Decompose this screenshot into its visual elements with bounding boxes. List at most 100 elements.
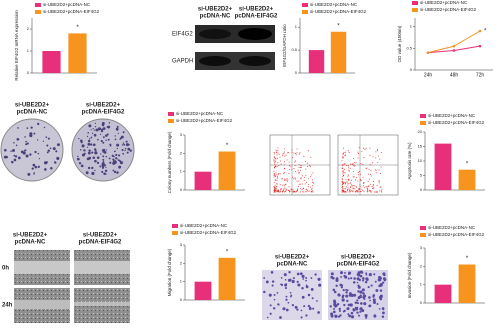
colony: [113, 170, 117, 174]
colony: [25, 140, 27, 143]
legend-swatch: [412, 8, 418, 12]
event: [347, 175, 349, 177]
event: [342, 153, 344, 155]
significance: *: [484, 29, 487, 35]
colony: [29, 153, 32, 156]
colony: [77, 155, 79, 158]
event: [341, 186, 343, 188]
event: [346, 181, 348, 183]
event: [279, 184, 281, 186]
bar: [42, 51, 61, 73]
event: [342, 169, 344, 171]
event: [274, 166, 276, 168]
event: [357, 174, 359, 176]
colony: [17, 127, 19, 129]
event: [343, 181, 345, 183]
event: [372, 156, 374, 158]
event: [309, 190, 311, 192]
event: [376, 172, 378, 174]
event: [274, 176, 276, 178]
cell: [350, 311, 354, 315]
legend-label: si-UBE2D2+pcDNA-NC: [420, 0, 468, 5]
cell: [330, 275, 334, 279]
event: [273, 156, 275, 158]
event: [283, 178, 285, 180]
event: [304, 160, 306, 162]
colony: [102, 158, 105, 161]
cell: [361, 309, 365, 313]
column-label: si-UBE2D2+: [86, 103, 121, 109]
colony: [105, 139, 107, 141]
event: [380, 186, 382, 188]
event: [288, 189, 290, 191]
event: [348, 188, 350, 190]
cell: [357, 285, 361, 289]
legend-swatch: [420, 226, 426, 230]
event: [275, 149, 277, 151]
x-tick-label: 24h: [424, 72, 433, 78]
event: [293, 152, 295, 154]
event: [310, 176, 312, 178]
event: [277, 149, 279, 151]
event: [296, 190, 298, 192]
event: [353, 175, 355, 177]
event: [343, 163, 345, 165]
colony: [107, 138, 110, 141]
y-tick-label: 3: [180, 242, 183, 247]
cell: [263, 277, 266, 279]
event: [288, 165, 290, 167]
colony: [49, 147, 52, 150]
cell: [369, 299, 371, 302]
cell: [339, 283, 343, 287]
cell: [373, 273, 376, 276]
cell: [350, 315, 355, 319]
cell: [339, 271, 343, 275]
colony: [93, 129, 96, 131]
cell: [335, 284, 338, 288]
cell: [342, 289, 345, 292]
event: [299, 188, 301, 190]
colony: [52, 147, 56, 151]
colony: [95, 128, 99, 132]
legend-label: si-UBE2D2+pcDNA-NC: [43, 2, 91, 7]
colony: [102, 160, 105, 163]
significance: *: [337, 23, 340, 29]
legend-swatch: [420, 114, 426, 118]
event: [342, 182, 344, 184]
cell: [342, 294, 345, 297]
event: [356, 191, 358, 193]
event: [371, 187, 373, 189]
event: [347, 179, 349, 181]
significance: *: [226, 249, 229, 255]
event: [276, 183, 278, 185]
cell: [277, 303, 280, 306]
event: [376, 149, 378, 151]
event: [283, 164, 285, 166]
event: [294, 165, 296, 167]
cell: [312, 307, 315, 310]
event: [289, 190, 291, 192]
event: [280, 163, 282, 165]
colony: [47, 149, 50, 152]
cell: [338, 310, 341, 313]
colony: [47, 137, 50, 140]
cell: [357, 296, 361, 300]
wound-gap: [74, 261, 130, 274]
legend-swatch: [420, 233, 426, 237]
row-label: GAPDH: [172, 59, 193, 65]
colony: [102, 141, 105, 144]
colony: [91, 166, 94, 170]
colony: [29, 132, 33, 136]
event: [274, 175, 276, 177]
event: [342, 182, 344, 184]
event: [284, 148, 286, 150]
colony: [94, 151, 98, 155]
cell: [301, 287, 304, 290]
cell: [338, 307, 341, 311]
colony: [85, 171, 89, 175]
y-tick-label: 0.5: [406, 45, 412, 50]
event: [351, 190, 353, 192]
event: [380, 152, 382, 154]
legend-swatch: [420, 121, 426, 125]
colony: [13, 158, 17, 162]
